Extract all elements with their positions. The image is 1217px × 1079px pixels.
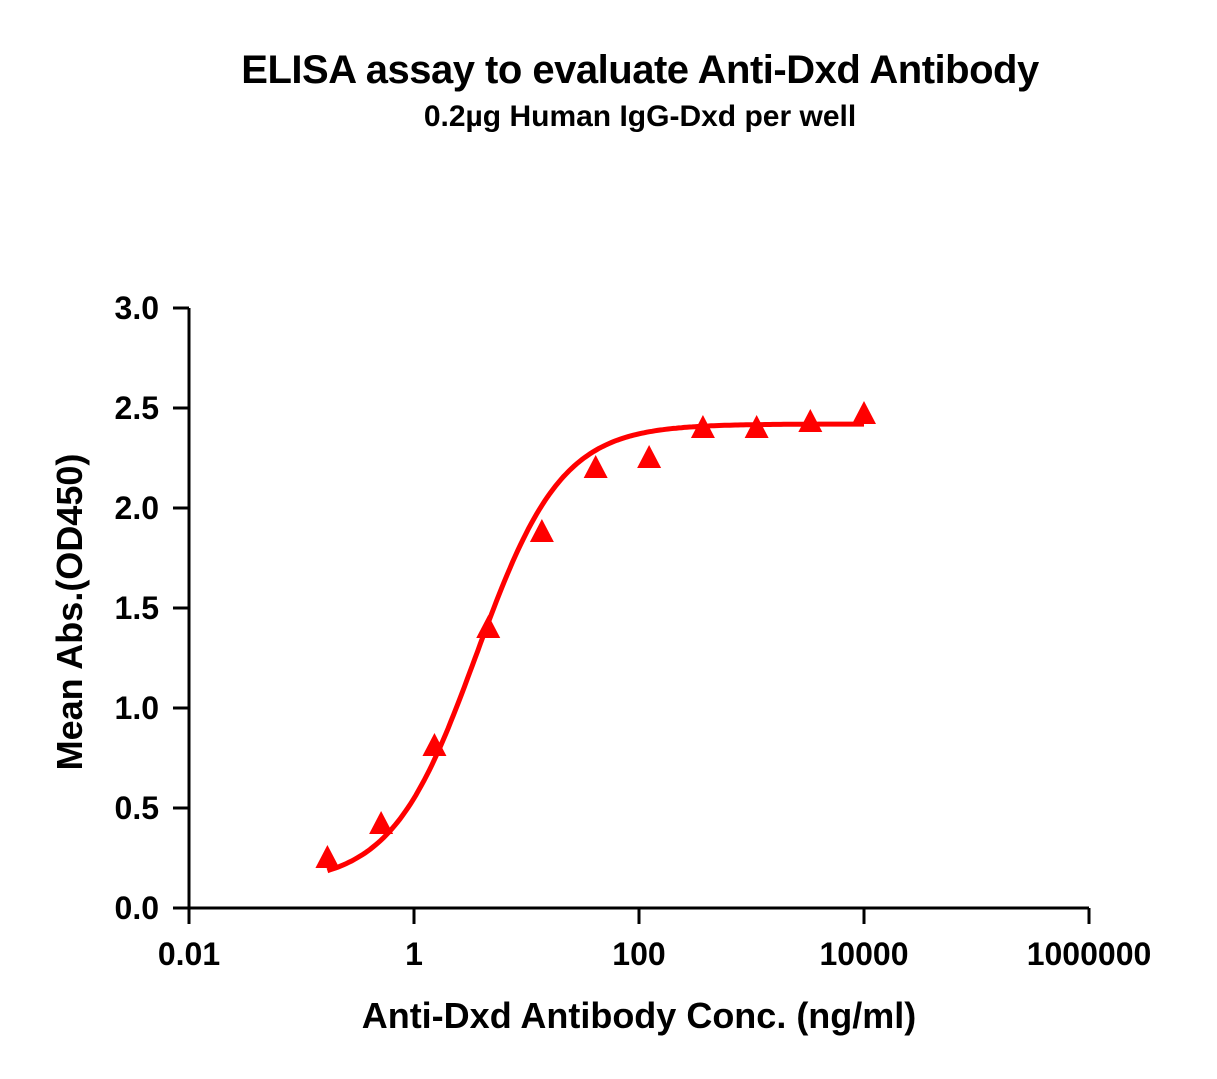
data-point-triangle <box>637 445 662 468</box>
y-axis-label: Mean Abs.(OD450) <box>49 454 90 771</box>
y-tick-label: 2.0 <box>115 490 159 526</box>
data-point-triangle <box>476 615 501 638</box>
y-tick-label: 0.0 <box>115 890 159 926</box>
data-point-triangle <box>529 519 554 542</box>
data-markers <box>315 401 876 868</box>
y-tick-label: 3.0 <box>115 290 159 326</box>
x-tick-label: 0.01 <box>158 936 220 972</box>
data-point-triangle <box>744 415 769 438</box>
data-point-triangle <box>369 811 394 834</box>
y-tick-label: 2.5 <box>115 390 159 426</box>
fit-curve <box>326 421 864 874</box>
axes: 0.0 0.5 1.0 1.5 2.0 2.5 3.0 0.01 1 100 10000 100000… <box>115 290 1152 972</box>
data-point-triangle <box>583 455 608 478</box>
data-point-triangle <box>798 409 823 432</box>
x-tick-label: 1000000 <box>1027 936 1152 972</box>
data-point-triangle <box>315 845 340 868</box>
y-tick-label: 1.5 <box>115 590 159 626</box>
chart-subtitle: 0.2µg Human IgG-Dxd per well <box>423 100 857 133</box>
data-point-triangle <box>690 415 715 438</box>
y-tick-label: 0.5 <box>115 790 159 826</box>
chart-title: ELISA assay to evaluate Anti-Dxd Antibod… <box>241 48 1039 92</box>
y-tick-label: 1.0 <box>115 690 159 726</box>
x-tick-label: 10000 <box>820 936 909 972</box>
data-point-triangle <box>852 401 876 424</box>
x-tick-label: 100 <box>612 936 665 972</box>
data-point-triangle <box>422 733 447 756</box>
x-axis-label: Anti-Dxd Antibody Conc. (ng/ml) <box>362 995 917 1036</box>
x-tick-label: 1 <box>405 936 423 972</box>
